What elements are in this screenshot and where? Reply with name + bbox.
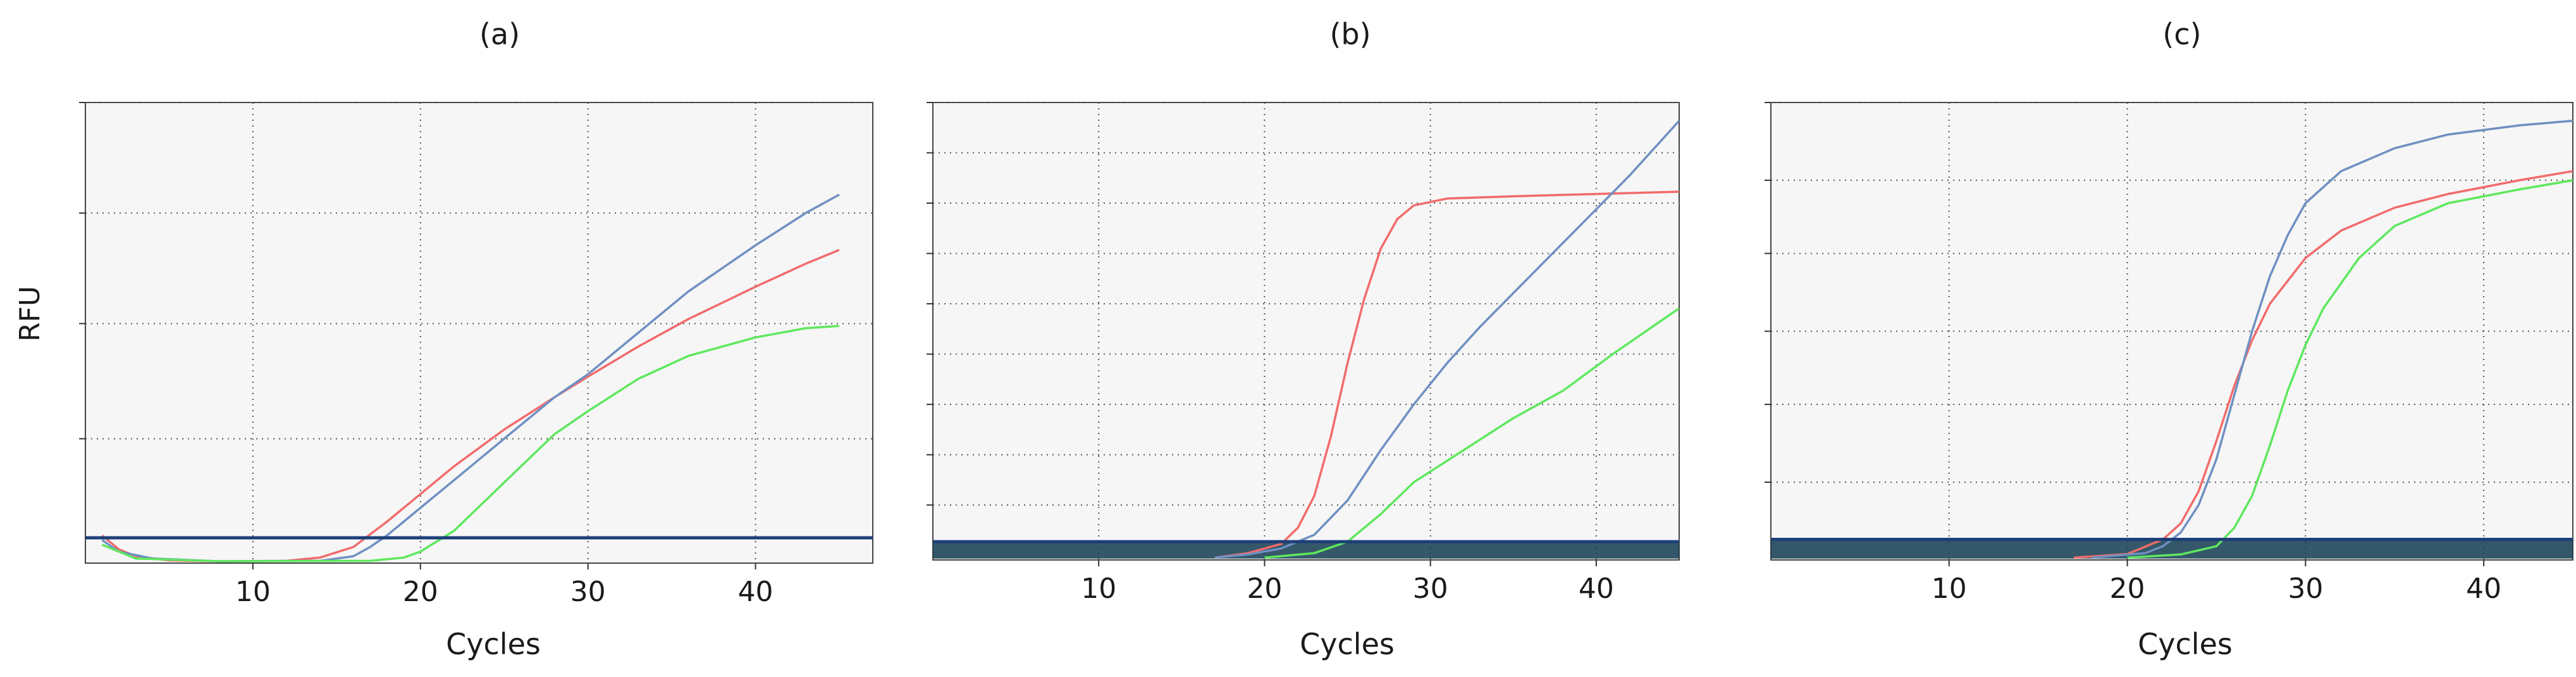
panel-a-series-green <box>101 325 840 562</box>
panel-c-title: (c) <box>2162 17 2201 51</box>
panel-b-x-tick-label-20: 20 <box>1247 573 1282 605</box>
panel-c-x-tick-label-10: 10 <box>1932 573 1967 605</box>
panel-b: (b) Cycles 10 20 30 40 <box>927 17 1680 661</box>
panel-a: (a) Cycles 10 20 30 40 <box>79 17 873 661</box>
panel-b-x-tick-label-10: 10 <box>1081 573 1116 605</box>
panel-b-x-tick-label-40: 40 <box>1579 573 1614 605</box>
panel-a-x-axis-label: Cycles <box>446 627 541 661</box>
panel-b-x-axis-label: Cycles <box>1300 627 1395 661</box>
panel-c-x-axis-label: Cycles <box>2138 627 2233 661</box>
panel-a-data-region <box>85 194 873 562</box>
panel-c-data-region <box>1771 120 2573 559</box>
panel-b-baseline-band <box>933 542 1679 559</box>
panel-b-data-region <box>933 120 1679 559</box>
panel-c-series-green <box>2127 179 2573 559</box>
panel-a-x-tick-label-20: 20 <box>403 576 438 608</box>
panel-b-x-tick-label-30: 30 <box>1413 573 1448 605</box>
panel-b-plot-area <box>932 102 1680 561</box>
panel-b-series-blue <box>1214 120 1679 559</box>
panel-c-x-tick-label-30: 30 <box>2288 573 2323 605</box>
panel-c-plot-area <box>1770 102 2573 561</box>
panel-a-x-tick-label-40: 40 <box>738 576 773 608</box>
panel-c-x-tick-label-40: 40 <box>2466 573 2501 605</box>
y-axis-label: RFU <box>14 286 46 342</box>
panel-b-series-red <box>1214 190 1679 559</box>
panel-a-x-tick-label-30: 30 <box>570 576 606 608</box>
panel-c-series-red <box>2073 170 2573 559</box>
panel-c: (c) Cycles 10 20 30 40 <box>1765 17 2573 661</box>
panel-c-x-tick-label-20: 20 <box>2110 573 2145 605</box>
panel-a-plot-area <box>85 102 873 564</box>
panel-a-title: (a) <box>479 17 520 51</box>
panel-b-title: (b) <box>1329 17 1371 51</box>
panel-a-x-tick-label-10: 10 <box>235 576 271 608</box>
panel-b-series-green <box>1264 307 1679 559</box>
